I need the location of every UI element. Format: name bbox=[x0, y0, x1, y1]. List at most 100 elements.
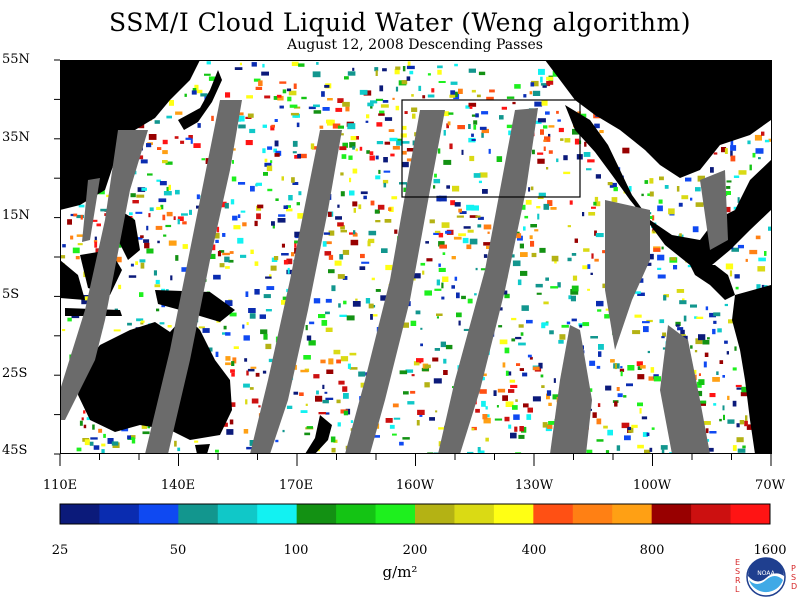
cloud-pixel bbox=[705, 428, 709, 434]
cloud-pixel bbox=[730, 145, 737, 151]
cloud-pixel bbox=[130, 193, 136, 198]
cloud-pixel bbox=[410, 390, 416, 394]
cloud-pixel bbox=[251, 398, 259, 404]
cloud-pixel bbox=[399, 370, 408, 375]
cloud-pixel bbox=[370, 100, 378, 104]
cloud-pixel bbox=[582, 322, 590, 327]
cloud-pixel bbox=[141, 187, 147, 191]
cloud-pixel bbox=[468, 124, 471, 129]
cloud-pixel bbox=[402, 150, 407, 155]
cloud-pixel bbox=[219, 263, 225, 268]
cloud-pixel bbox=[107, 438, 114, 444]
cloud-pixel bbox=[318, 314, 326, 319]
cloud-pixel bbox=[244, 358, 248, 362]
cloud-pixel bbox=[328, 269, 335, 274]
cloud-pixel bbox=[276, 94, 282, 98]
cloud-pixel bbox=[297, 153, 301, 159]
cloud-pixel bbox=[523, 226, 526, 231]
cloud-pixel bbox=[548, 125, 555, 128]
cloud-pixel bbox=[504, 347, 510, 354]
cloud-pixel bbox=[477, 224, 482, 228]
cloud-pixel bbox=[523, 94, 527, 98]
cloud-pixel bbox=[540, 129, 544, 135]
cloud-pixel bbox=[301, 96, 307, 100]
cloud-pixel bbox=[434, 288, 442, 291]
cloud-pixel bbox=[679, 233, 682, 239]
cloud-pixel bbox=[646, 432, 650, 437]
cloud-pixel bbox=[401, 125, 407, 130]
cloud-pixel bbox=[636, 361, 643, 366]
cloud-pixel bbox=[393, 417, 401, 420]
cloud-pixel bbox=[60, 255, 66, 259]
cloud-pixel bbox=[659, 319, 665, 324]
cloud-pixel bbox=[137, 187, 146, 192]
cloud-pixel bbox=[412, 113, 416, 119]
cloud-pixel bbox=[256, 182, 262, 186]
cloud-pixel bbox=[98, 428, 103, 433]
cloud-pixel bbox=[505, 370, 509, 376]
cloud-pixel bbox=[695, 202, 704, 207]
cloud-pixel bbox=[156, 308, 160, 312]
cloud-pixel bbox=[305, 325, 308, 331]
cloud-pixel bbox=[416, 420, 420, 426]
cloud-pixel bbox=[245, 116, 252, 119]
cloud-pixel bbox=[170, 275, 173, 281]
land-central-america bbox=[690, 265, 735, 300]
cloud-pixel bbox=[399, 182, 407, 185]
cloud-pixel bbox=[378, 169, 381, 174]
cloud-pixel bbox=[242, 222, 247, 227]
cloud-pixel bbox=[83, 410, 86, 414]
cloud-pixel bbox=[158, 198, 167, 203]
cloud-pixel bbox=[249, 128, 256, 134]
cloud-pixel bbox=[510, 384, 518, 388]
cloud-pixel bbox=[243, 383, 250, 388]
cloud-pixel bbox=[703, 361, 707, 368]
cloud-pixel bbox=[337, 204, 340, 208]
cloud-pixel bbox=[165, 224, 172, 228]
cloud-pixel bbox=[246, 322, 249, 326]
cloud-pixel bbox=[95, 248, 101, 253]
colorbar-swatch bbox=[572, 504, 613, 524]
cloud-pixel bbox=[78, 204, 85, 208]
cloud-pixel bbox=[245, 291, 249, 297]
cloud-pixel bbox=[391, 196, 398, 200]
cloud-pixel bbox=[369, 155, 375, 161]
cloud-pixel bbox=[595, 201, 601, 207]
cloud-pixel bbox=[223, 325, 227, 330]
cloud-pixel bbox=[162, 160, 168, 164]
cloud-pixel bbox=[598, 344, 604, 350]
cloud-pixel bbox=[375, 70, 378, 76]
cloud-pixel bbox=[649, 191, 654, 197]
cloud-pixel bbox=[564, 138, 571, 143]
cloud-pixel bbox=[461, 149, 464, 155]
cloud-pixel bbox=[71, 316, 80, 319]
cloud-pixel bbox=[481, 111, 489, 115]
cloud-pixel bbox=[292, 113, 300, 118]
cloud-pixel bbox=[232, 357, 237, 364]
land-japan bbox=[178, 70, 222, 130]
cloud-pixel bbox=[458, 233, 466, 237]
cloud-pixel bbox=[537, 196, 544, 199]
cloud-pixel bbox=[324, 251, 332, 256]
cloud-pixel bbox=[413, 361, 420, 366]
cloud-pixel bbox=[389, 206, 394, 212]
cloud-pixel bbox=[296, 202, 300, 206]
cloud-pixel bbox=[166, 115, 172, 119]
cloud-pixel bbox=[297, 213, 305, 219]
cloud-pixel bbox=[647, 253, 654, 260]
cloud-pixel bbox=[622, 147, 630, 154]
cloud-pixel bbox=[231, 176, 237, 182]
cloud-pixel bbox=[504, 416, 510, 422]
cloud-pixel bbox=[416, 358, 424, 363]
cloud-pixel bbox=[140, 322, 144, 325]
cloud-pixel bbox=[588, 212, 596, 216]
cloud-pixel bbox=[476, 94, 481, 98]
cloud-pixel bbox=[640, 365, 646, 369]
cloud-pixel bbox=[322, 107, 330, 111]
cloud-pixel bbox=[607, 182, 613, 186]
cloud-pixel bbox=[605, 450, 610, 454]
cloud-pixel bbox=[325, 397, 334, 400]
cloud-pixel bbox=[293, 391, 299, 395]
cloud-pixel bbox=[100, 208, 108, 212]
cloud-pixel bbox=[259, 314, 266, 319]
